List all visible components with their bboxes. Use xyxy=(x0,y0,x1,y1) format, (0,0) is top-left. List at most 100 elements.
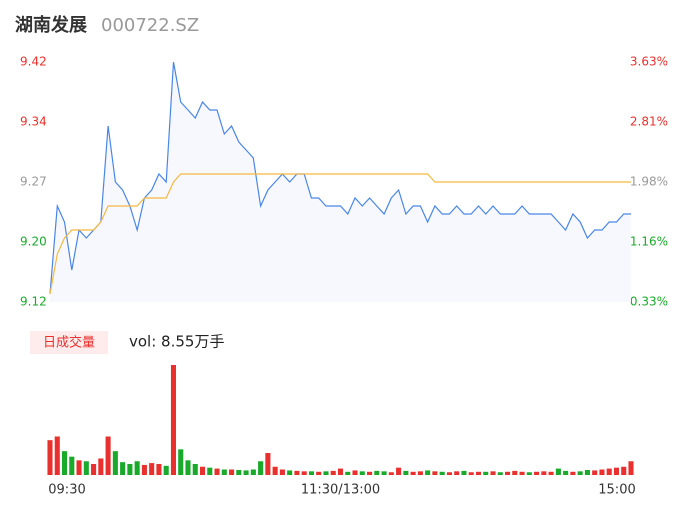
volume-bar xyxy=(417,471,423,475)
volume-bar xyxy=(47,440,53,475)
volume-bar xyxy=(156,464,162,475)
volume-bar xyxy=(490,471,496,475)
volume-bar xyxy=(410,471,416,475)
volume-bar xyxy=(439,471,445,475)
stock-name: 湖南发展 xyxy=(15,14,88,36)
volume-bar xyxy=(541,471,547,475)
x-tick-label: 09:30 xyxy=(48,483,85,498)
volume-bar xyxy=(178,449,184,475)
volume-bar xyxy=(199,466,206,475)
volume-bar xyxy=(577,471,583,475)
volume-bar xyxy=(555,468,561,475)
volume-bar xyxy=(504,471,511,475)
volume-bar xyxy=(170,365,177,475)
y-tick-label: 9.20 xyxy=(20,235,47,249)
volume-tab-bg xyxy=(30,331,108,354)
volume-bar xyxy=(105,436,111,475)
volume-bar xyxy=(497,472,503,475)
volume-bar xyxy=(592,470,598,475)
price-line xyxy=(49,61,631,295)
volume-bar xyxy=(359,471,365,475)
volume-bar xyxy=(345,471,351,475)
volume-bar xyxy=(381,471,387,475)
volume-bar xyxy=(526,472,532,475)
volume-bar xyxy=(548,471,554,475)
volume-bar xyxy=(599,469,605,475)
y2-tick-label: 0.33% xyxy=(630,295,668,309)
volume-bar xyxy=(563,470,569,475)
volume-bar xyxy=(483,471,489,475)
volume-bar xyxy=(367,471,373,475)
volume-bar xyxy=(250,469,256,475)
volume-bar xyxy=(432,471,438,475)
y2-tick-label: 3.63% xyxy=(630,55,668,69)
volume-bar xyxy=(141,464,147,475)
volume-bar xyxy=(374,470,380,475)
volume-bar xyxy=(301,471,307,475)
volume-bar xyxy=(584,469,590,475)
x-tick-label: 15:00 xyxy=(598,483,635,498)
y-tick-label: 9.27 xyxy=(20,175,47,189)
volume-bar xyxy=(76,460,82,475)
volume-bar xyxy=(83,461,89,475)
y2-tick-label: 1.98% xyxy=(630,175,668,189)
volume-bar xyxy=(294,470,300,475)
volume-bar xyxy=(403,470,409,475)
price-area xyxy=(50,62,631,302)
volume-bar xyxy=(229,469,235,475)
volume-bar xyxy=(265,453,271,475)
volume-bar xyxy=(120,462,126,475)
volume-bar xyxy=(330,470,336,475)
volume-bar xyxy=(352,470,358,475)
volume-bar xyxy=(98,458,104,475)
volume-tab: 日成交量 xyxy=(43,335,95,351)
volume-bar xyxy=(134,461,140,475)
y-tick-label: 9.12 xyxy=(20,295,47,309)
volume-bar xyxy=(149,463,155,475)
volume-bar xyxy=(468,472,474,475)
volume-bar xyxy=(308,471,314,475)
volume-bar xyxy=(606,468,612,475)
volume-bar xyxy=(534,471,540,475)
volume-bar xyxy=(258,461,264,475)
y-tick-label: 9.42 xyxy=(20,55,47,69)
volume-bar xyxy=(214,468,220,475)
volume-bar xyxy=(621,466,627,475)
volume-bar xyxy=(519,471,525,475)
volume-bar xyxy=(69,456,75,475)
volume-bar xyxy=(446,472,452,475)
volume-bar xyxy=(613,467,620,475)
stock-code: 000722.SZ xyxy=(101,15,199,36)
volume-bar xyxy=(337,468,344,475)
volume-bar xyxy=(475,471,482,475)
volume-bar xyxy=(461,470,467,475)
volume-label: vol: 8.55万手 xyxy=(129,333,224,351)
volume-bar xyxy=(570,471,576,475)
volume-bar xyxy=(127,464,133,475)
volume-bar xyxy=(61,451,68,475)
volume-bar xyxy=(207,467,213,475)
average-line xyxy=(49,173,631,295)
y2-tick-label: 1.16% xyxy=(630,235,668,249)
volume-bar xyxy=(192,464,198,475)
volume-bar xyxy=(316,471,322,475)
volume-bar xyxy=(323,471,329,475)
volume-bar xyxy=(221,469,227,475)
volume-bar xyxy=(243,470,249,475)
volume-bar xyxy=(163,465,169,475)
volume-bar xyxy=(454,471,460,475)
volume-bar xyxy=(287,470,293,475)
volume-bar xyxy=(425,470,431,475)
volume-bar xyxy=(272,466,278,475)
volume-bar xyxy=(185,460,191,475)
y2-tick-label: 2.81% xyxy=(630,115,668,129)
volume-bar xyxy=(279,469,285,475)
volume-bar xyxy=(112,451,118,475)
y-tick-label: 9.34 xyxy=(20,115,47,129)
volume-bar xyxy=(388,472,394,475)
volume-bar xyxy=(396,467,402,475)
volume-bar xyxy=(628,461,634,475)
volume-bar xyxy=(54,436,60,475)
x-tick-label: 11:30/13:00 xyxy=(301,483,380,498)
